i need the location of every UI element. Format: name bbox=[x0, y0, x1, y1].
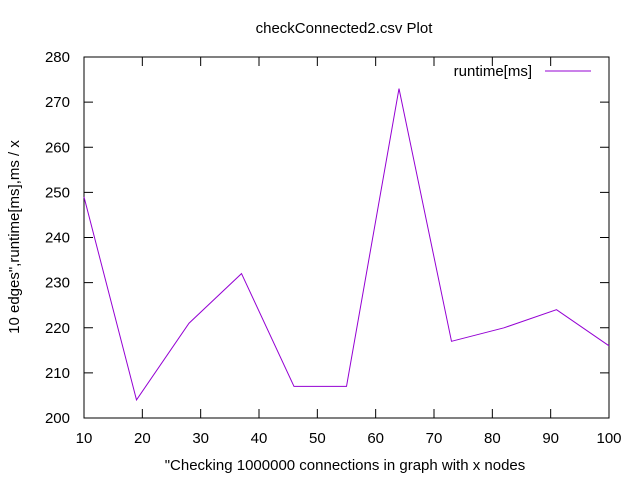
x-tick-label: 50 bbox=[309, 430, 326, 447]
x-tick-label: 80 bbox=[484, 430, 501, 447]
chart-title: checkConnected2.csv Plot bbox=[256, 20, 434, 37]
y-tick-label: 280 bbox=[45, 49, 70, 66]
y-tick-label: 240 bbox=[45, 230, 70, 247]
legend: runtime[ms] bbox=[454, 63, 591, 80]
x-tick-label: 20 bbox=[134, 430, 151, 447]
y-tick-label: 200 bbox=[45, 410, 70, 427]
y-tick-label: 220 bbox=[45, 320, 70, 337]
y-tick-label: 250 bbox=[45, 184, 70, 201]
legend-label: runtime[ms] bbox=[454, 63, 532, 80]
y-tick-label: 260 bbox=[45, 139, 70, 156]
x-tick-label: 100 bbox=[596, 430, 621, 447]
x-tick-label: 30 bbox=[192, 430, 209, 447]
x-tick-label: 10 bbox=[76, 430, 93, 447]
x-tick-label: 40 bbox=[251, 430, 268, 447]
y-tick-label: 230 bbox=[45, 275, 70, 292]
x-tick-label: 90 bbox=[542, 430, 559, 447]
plot-frame bbox=[83, 56, 610, 419]
x-tick-label: 60 bbox=[367, 430, 384, 447]
y-axis: 200 210 220 230 240 250 260 270 280 bbox=[45, 49, 609, 427]
series-layer bbox=[83, 88, 610, 402]
y-tick-label: 270 bbox=[45, 94, 70, 111]
x-tick-label: 70 bbox=[426, 430, 443, 447]
x-axis: 10 20 30 40 50 60 70 80 90 100 bbox=[76, 57, 622, 447]
y-tick-label: 210 bbox=[45, 365, 70, 382]
series-line bbox=[83, 88, 610, 402]
x-axis-label: "Checking 1000000 connections in graph w… bbox=[165, 457, 526, 474]
y-axis-label: 10 edges",runtime[ms],ms / x bbox=[6, 140, 23, 334]
